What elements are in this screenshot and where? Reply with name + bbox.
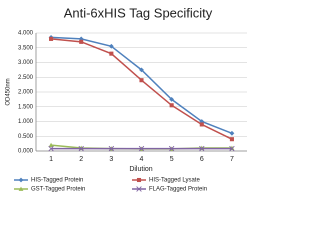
data-point	[49, 36, 54, 41]
y-tick-label: 0.500	[18, 134, 34, 140]
data-point	[168, 145, 175, 152]
y-tick-label: 4.000	[18, 31, 34, 37]
data-point	[48, 145, 54, 152]
y-tick-label: 2.000	[18, 90, 34, 96]
data-point	[109, 51, 114, 56]
data-point	[78, 145, 84, 152]
y-tick-label: 2.500	[18, 75, 34, 81]
y-tick-label: 1.000	[18, 119, 34, 125]
x-tick-label: 5	[170, 156, 174, 163]
legend-marker	[18, 186, 24, 191]
x-tick-label: 7	[230, 156, 234, 163]
series-line	[50, 38, 233, 140]
data-point	[78, 36, 84, 42]
y-tick-label: 3.500	[18, 45, 34, 51]
data-point	[139, 78, 144, 83]
legend-label: FLAG-Tagged Protein	[149, 187, 207, 192]
series-line	[51, 36, 233, 134]
data-point	[169, 96, 175, 102]
x-tick-label: 1	[49, 156, 53, 163]
page: {"chart_data": {"type": "line", "title":…	[5, 5, 247, 192]
data-point	[139, 67, 144, 73]
data-point	[48, 142, 54, 148]
x-tick-label: 3	[109, 156, 113, 163]
data-point	[229, 145, 235, 152]
data-point	[108, 43, 114, 49]
x-axis-label: Dilution	[129, 166, 152, 173]
data-point	[138, 145, 145, 152]
chart: Anti-6xHIS Tag Specificity OD450nm Dilut…	[6, 5, 247, 192]
x-tick-label: 2	[79, 156, 83, 163]
x-tick-label: 6	[200, 156, 204, 163]
data-point	[79, 39, 84, 44]
data-point	[229, 130, 235, 136]
legend-label: HIS-Tagged Protein	[31, 178, 83, 184]
chart-title: Anti-6xHIS Tag Specificity	[64, 5, 213, 20]
y-tick-label: 0.000	[18, 149, 34, 155]
data-point	[199, 145, 205, 152]
y-tick-label: 3.000	[18, 60, 34, 66]
y-axis-label: OD450nm	[6, 78, 12, 105]
y-tick-label: 1.500	[18, 104, 34, 110]
data-point	[169, 103, 174, 108]
legend-marker	[18, 177, 24, 183]
legend-marker	[136, 177, 142, 183]
data-point	[108, 145, 115, 152]
data-point	[199, 122, 204, 127]
legend-label: GST-Tagged Protein	[31, 187, 85, 192]
data-point	[229, 137, 234, 142]
legend-label: HIS-Tagged Lysate	[149, 178, 200, 184]
legend-marker	[136, 186, 142, 192]
x-tick-label: 4	[140, 156, 144, 163]
